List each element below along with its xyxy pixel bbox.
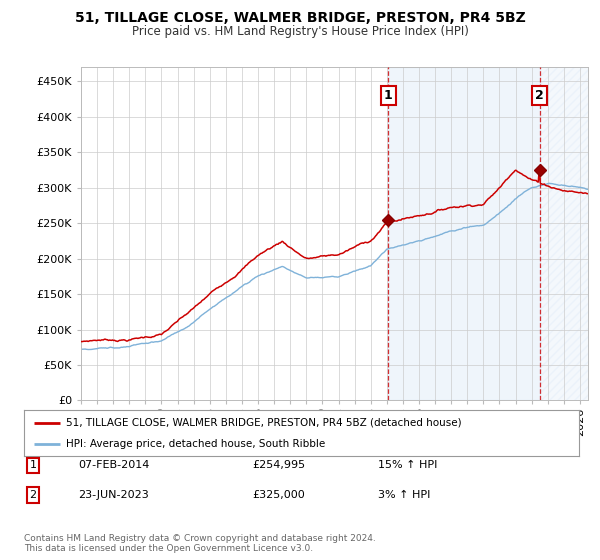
Text: 3% ↑ HPI: 3% ↑ HPI — [378, 490, 430, 500]
Text: 15% ↑ HPI: 15% ↑ HPI — [378, 460, 437, 470]
Text: 1: 1 — [384, 89, 393, 102]
Text: 51, TILLAGE CLOSE, WALMER BRIDGE, PRESTON, PR4 5BZ: 51, TILLAGE CLOSE, WALMER BRIDGE, PRESTO… — [74, 11, 526, 25]
Text: Contains HM Land Registry data © Crown copyright and database right 2024.
This d: Contains HM Land Registry data © Crown c… — [24, 534, 376, 553]
Text: £325,000: £325,000 — [252, 490, 305, 500]
Text: 07-FEB-2014: 07-FEB-2014 — [78, 460, 149, 470]
Text: 51, TILLAGE CLOSE, WALMER BRIDGE, PRESTON, PR4 5BZ (detached house): 51, TILLAGE CLOSE, WALMER BRIDGE, PRESTO… — [65, 418, 461, 428]
Bar — [388, 67, 540, 400]
Text: HPI: Average price, detached house, South Ribble: HPI: Average price, detached house, Sout… — [65, 439, 325, 449]
Bar — [540, 67, 588, 400]
Text: £254,995: £254,995 — [252, 460, 305, 470]
Text: 23-JUN-2023: 23-JUN-2023 — [78, 490, 149, 500]
Text: 1: 1 — [29, 460, 37, 470]
Text: 2: 2 — [535, 89, 544, 102]
Text: 2: 2 — [29, 490, 37, 500]
Text: Price paid vs. HM Land Registry's House Price Index (HPI): Price paid vs. HM Land Registry's House … — [131, 25, 469, 38]
